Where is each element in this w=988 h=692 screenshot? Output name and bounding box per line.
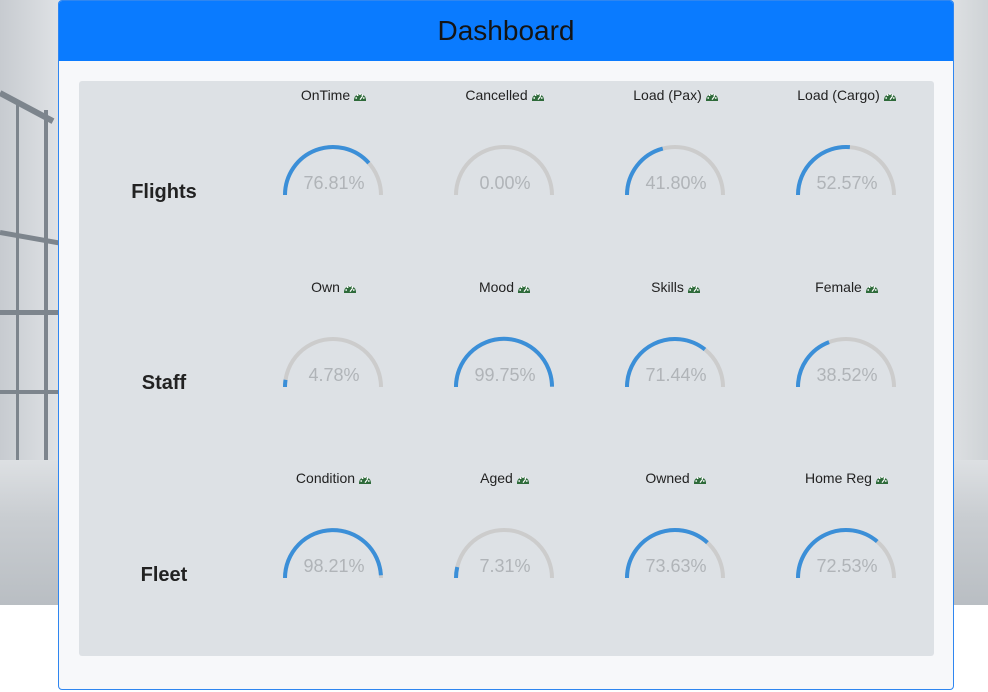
gauge-title-label: OnTime xyxy=(300,87,351,103)
gauge-title: Aged xyxy=(430,470,580,486)
gauge-title-label: Condition xyxy=(295,470,356,486)
gauge-track xyxy=(283,337,383,388)
gauge-fill xyxy=(796,340,830,388)
page-title: Dashboard xyxy=(437,15,575,46)
row-label: Flights xyxy=(131,181,197,203)
gauge-arc xyxy=(454,528,554,579)
speedometer-icon[interactable] xyxy=(343,282,357,294)
gauge-title: Condition xyxy=(259,470,409,486)
gauge-value: 76.81% xyxy=(303,173,365,193)
gauge-value: 0.00% xyxy=(479,173,531,193)
gauge-fill xyxy=(625,146,664,196)
gauge-fill xyxy=(796,145,851,196)
speedometer-icon[interactable] xyxy=(517,282,531,294)
gauge-track xyxy=(454,145,554,196)
gauge-load-pax[interactable]: Load (Pax) 41.80% xyxy=(601,81,751,201)
gauge-title: Cancelled xyxy=(430,87,580,103)
gauge-title-label: Mood xyxy=(478,279,515,295)
gauge-female[interactable]: Female 38.52% xyxy=(772,273,922,393)
gauge-fill xyxy=(454,336,554,388)
gauge-value: 72.53% xyxy=(816,556,878,576)
gauge-fill xyxy=(454,566,460,579)
gauge-own[interactable]: Own 4.78% xyxy=(259,273,409,393)
gauge-track xyxy=(454,528,554,579)
gauge-title-label: Cancelled xyxy=(465,87,528,103)
speedometer-icon[interactable] xyxy=(705,90,719,102)
speedometer-icon[interactable] xyxy=(353,90,367,102)
gauge-title: Load (Pax) xyxy=(601,87,751,103)
gauge-condition[interactable]: Condition 98.21% xyxy=(259,464,409,584)
gauge-title-label: Load (Cargo) xyxy=(797,87,880,103)
gauge-fill xyxy=(283,528,383,579)
row-label: Fleet xyxy=(140,564,188,586)
gauge-fill xyxy=(283,379,288,388)
gauge-title-label: Own xyxy=(311,279,340,295)
gauge-title: Owned xyxy=(601,470,751,486)
gauge-load-cargo[interactable]: Load (Cargo) 52.57% xyxy=(772,81,922,201)
speedometer-icon[interactable] xyxy=(531,90,545,102)
gauge-mood[interactable]: Mood 99.75% xyxy=(430,273,580,393)
gauge-title: Own xyxy=(259,279,409,295)
gauge-arc xyxy=(625,145,725,196)
gauge-arc xyxy=(796,337,896,388)
speedometer-icon[interactable] xyxy=(865,282,879,294)
gauge-title-label: Home Reg xyxy=(805,470,872,486)
row-staff: Staff Own 4.78% Mood 99.75% Skills 71.44% F… xyxy=(79,273,934,433)
gauge-arc xyxy=(283,145,383,196)
gauge-arc xyxy=(454,336,554,388)
gauge-fill xyxy=(796,528,879,579)
gauge-value: 38.52% xyxy=(816,365,878,385)
speedometer-icon[interactable] xyxy=(516,473,530,485)
gauge-title-label: Load (Pax) xyxy=(633,87,702,103)
gauge-owned[interactable]: Owned 73.63% xyxy=(601,464,751,584)
gauge-fill xyxy=(283,145,371,196)
row-label: Staff xyxy=(141,372,187,394)
gauge-title-label: Aged xyxy=(480,470,513,486)
gauge-skills[interactable]: Skills 71.44% xyxy=(601,273,751,393)
speedometer-icon[interactable] xyxy=(358,473,372,485)
gauge-title-label: Skills xyxy=(651,279,684,295)
gauge-title: Mood xyxy=(430,279,580,295)
gauge-grid: Flights OnTime 76.81% Cancelled 0.00% Load… xyxy=(79,81,934,656)
speedometer-icon[interactable] xyxy=(883,90,897,102)
gauge-title-label: Female xyxy=(815,279,862,295)
gauge-arc xyxy=(283,337,383,388)
gauge-home-reg[interactable]: Home Reg 72.53% xyxy=(772,464,922,584)
gauge-value: 71.44% xyxy=(645,365,707,385)
gauge-title: Female xyxy=(772,279,922,295)
speedometer-icon[interactable] xyxy=(693,473,707,485)
gauge-fill xyxy=(625,528,709,579)
gauge-value: 7.31% xyxy=(479,556,531,576)
gauge-aged[interactable]: Aged 7.31% xyxy=(430,464,580,584)
gauge-value: 98.21% xyxy=(303,556,365,576)
gauge-value: 41.80% xyxy=(645,173,707,193)
gauge-title: Skills xyxy=(601,279,751,295)
gauge-value: 99.75% xyxy=(474,365,536,385)
gauge-ontime[interactable]: OnTime 76.81% xyxy=(259,81,409,201)
gauge-title: Home Reg xyxy=(772,470,922,486)
gauge-title: Load (Cargo) xyxy=(772,87,922,103)
row-fleet: Fleet Condition 98.21% Aged 7.31% Owned 73.… xyxy=(79,464,934,624)
gauge-arc xyxy=(796,528,896,579)
gauge-arc xyxy=(625,528,725,579)
gauge-fill xyxy=(625,337,707,388)
gauge-arc xyxy=(454,145,554,196)
gauge-arc xyxy=(283,528,383,579)
speedometer-icon[interactable] xyxy=(687,282,701,294)
gauge-value: 4.78% xyxy=(308,365,360,385)
gauge-arc xyxy=(796,145,896,196)
gauge-value: 73.63% xyxy=(645,556,707,576)
gauge-title-label: Owned xyxy=(645,470,690,486)
gauge-title: OnTime xyxy=(259,87,409,103)
dashboard-panel: Dashboard Flights OnTime 76.81% Cancelled… xyxy=(58,0,954,690)
gauge-arc xyxy=(625,337,725,388)
gauge-value: 52.57% xyxy=(816,173,878,193)
row-flights: Flights OnTime 76.81% Cancelled 0.00% Load… xyxy=(79,81,934,241)
panel-header: Dashboard xyxy=(59,1,953,61)
speedometer-icon[interactable] xyxy=(875,473,889,485)
gauge-cancelled[interactable]: Cancelled 0.00% xyxy=(430,81,580,201)
